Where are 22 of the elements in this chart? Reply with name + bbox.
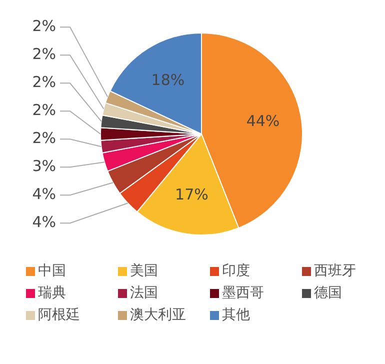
data-label: 2%: [32, 129, 56, 148]
data-label: 2%: [32, 101, 56, 120]
data-label: 18%: [151, 71, 185, 90]
data-label: 2%: [32, 45, 56, 64]
legend-label: 瑞典: [38, 284, 66, 302]
legend-label: 墨西哥: [222, 284, 264, 302]
data-label: 2%: [32, 73, 56, 92]
legend-label: 澳大利亚: [130, 306, 186, 324]
legend-label: 法国: [130, 284, 158, 302]
data-label: 4%: [32, 185, 56, 204]
legend-label: 德国: [314, 284, 342, 302]
legend-label: 美国: [130, 262, 158, 280]
data-label: 44%: [246, 112, 280, 130]
legend-label: 阿根廷: [38, 306, 80, 324]
data-label: 3%: [32, 157, 56, 176]
legend-label: 中国: [38, 262, 66, 280]
data-label: 17%: [175, 186, 208, 204]
data-label: 2%: [32, 17, 56, 36]
data-label: 4%: [32, 213, 56, 232]
legend-label: 其他: [222, 306, 250, 324]
legend-label: 印度: [222, 262, 250, 280]
legend-label: 西班牙: [314, 262, 356, 280]
